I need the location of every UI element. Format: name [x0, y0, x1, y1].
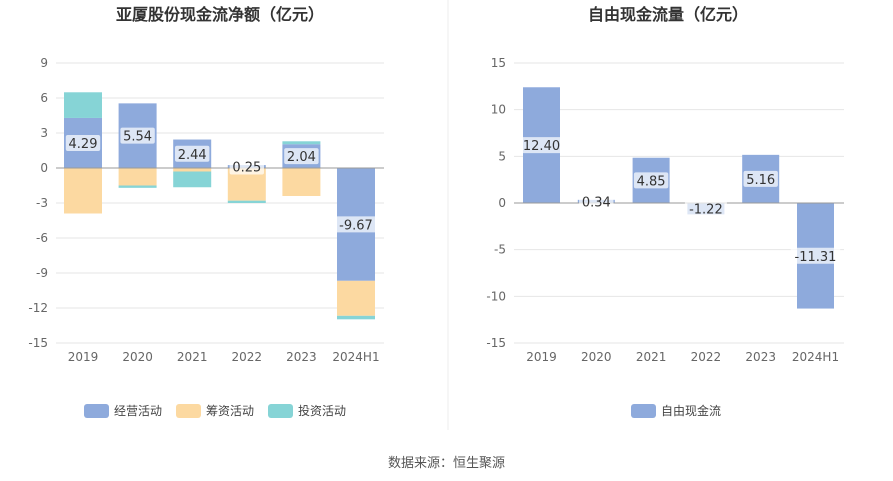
chart-panel-2: 自由现金流量（亿元） 15 10 5 0 -5 -10 -15 2019 2020 2021 2022… — [486, 5, 844, 418]
x-tick-label: 2020 — [122, 350, 153, 364]
data-label: -9.67 — [339, 218, 373, 233]
data-label: 2.04 — [287, 150, 316, 165]
data-source-note: 数据来源：恒生聚源 — [387, 456, 505, 471]
y-tick-label: -15 — [28, 336, 48, 350]
legend-swatch — [176, 404, 201, 418]
data-label: -1.22 — [689, 203, 723, 218]
data-label-bg — [65, 134, 101, 151]
data-label-bg — [120, 127, 155, 144]
data-label-bg — [335, 216, 377, 233]
bar-2 — [337, 280, 375, 316]
data-label-bg — [284, 148, 319, 165]
bar-3 — [118, 185, 157, 188]
data-label: 0.34 — [582, 195, 611, 210]
x-tick-label: 2024H1 — [792, 350, 839, 364]
x-tick-label: 2022 — [232, 350, 263, 364]
data-label-bg — [520, 137, 563, 154]
y-tick-label: -5 — [494, 243, 506, 257]
legend-label: 经营活动 — [114, 404, 162, 418]
y-tick-label: 5 — [498, 149, 506, 163]
bar-2 — [173, 168, 212, 172]
legend-swatch — [631, 404, 656, 418]
data-label-bg — [684, 200, 727, 217]
data-label: -11.31 — [795, 250, 837, 265]
data-label-bg — [579, 193, 614, 210]
x-tick-label: 2019 — [68, 350, 99, 364]
legend-swatch — [84, 404, 109, 418]
bar-2 — [64, 168, 102, 214]
y-tick-label: -15 — [486, 336, 506, 350]
legend-label: 自由现金流 — [661, 403, 721, 418]
x-tick-label: 2023 — [745, 350, 776, 364]
y-tick-label: 15 — [491, 56, 506, 70]
data-label-bg — [743, 170, 778, 187]
data-label: 4.29 — [69, 137, 98, 152]
y-tick-label: 6 — [40, 91, 48, 105]
x-tick-label: 2023 — [286, 350, 317, 364]
y-tick-label: -10 — [486, 289, 506, 303]
x-tick-label: 2021 — [636, 350, 667, 364]
data-label-bg — [229, 158, 264, 175]
x-tick-label: 2020 — [581, 350, 612, 364]
bar-3 — [337, 315, 375, 320]
chart-title: 亚厦股份现金流净额（亿元） — [116, 5, 324, 24]
y-tick-label: -9 — [36, 266, 48, 280]
bar-3 — [173, 171, 212, 188]
data-label: 5.54 — [123, 130, 152, 145]
data-label: 2.44 — [178, 148, 207, 163]
bar-2 — [118, 168, 157, 186]
bar-3 — [282, 141, 321, 145]
y-tick-label: 3 — [40, 126, 48, 140]
y-tick-label: 0 — [498, 196, 506, 210]
data-label: 0.25 — [232, 161, 261, 176]
y-tick-label: -3 — [36, 196, 48, 210]
legend-swatch — [268, 404, 293, 418]
y-tick-label: 9 — [40, 56, 48, 70]
bar-2 — [282, 168, 321, 196]
data-label: 4.85 — [637, 174, 666, 189]
legend-label: 筹资活动 — [206, 404, 254, 418]
data-label-bg — [175, 145, 210, 162]
bar-3 — [64, 92, 102, 118]
data-label-bg — [790, 247, 841, 264]
data-label: 5.16 — [746, 173, 775, 188]
chart-title: 自由现金流量（亿元） — [588, 5, 748, 24]
y-tick-label: 10 — [491, 103, 506, 117]
legend-label: 投资活动 — [298, 403, 346, 418]
x-tick-label: 2022 — [691, 350, 722, 364]
x-tick-label: 2021 — [177, 350, 208, 364]
data-label: 12.40 — [523, 139, 560, 154]
y-tick-label: -12 — [28, 301, 48, 315]
y-tick-label: -6 — [36, 231, 48, 245]
chart-panel-1: 亚厦股份现金流净额（亿元） 9 6 3 0 -3 -6 -9 -12 -15 2019 2020 202… — [28, 5, 384, 418]
x-tick-label: 2019 — [526, 350, 557, 364]
data-label-bg — [633, 172, 669, 189]
y-tick-label: 0 — [40, 161, 48, 175]
x-tick-label: 2024H1 — [332, 350, 379, 364]
bar-3 — [227, 200, 266, 203]
